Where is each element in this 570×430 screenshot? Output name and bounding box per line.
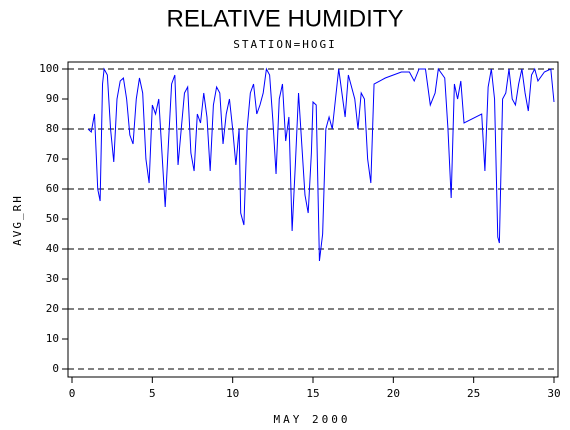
y-axis-label: AVG_RH <box>11 194 24 246</box>
y-tick-label: 80 <box>46 122 59 135</box>
y-tick-label: 90 <box>46 92 59 105</box>
x-tick-label: 15 <box>306 387 319 400</box>
y-tick-label: 70 <box>46 152 59 165</box>
y-tick-label: 100 <box>39 62 59 75</box>
x-tick-label: 20 <box>387 387 400 400</box>
data-line <box>87 67 555 262</box>
y-tick-label: 20 <box>46 302 59 315</box>
x-tick-label: 5 <box>149 387 156 400</box>
y-tick-label: 60 <box>46 182 59 195</box>
x-axis-label: MAY 2000 <box>274 413 351 426</box>
y-tick-label: 10 <box>46 332 59 345</box>
y-tick-label: 30 <box>46 272 59 285</box>
chart-title: RELATIVE HUMIDITY <box>167 5 404 32</box>
x-tick-label: 10 <box>226 387 239 400</box>
x-tick-label: 25 <box>467 387 480 400</box>
y-tick-label: 50 <box>46 212 59 225</box>
y-tick-label: 0 <box>52 362 59 375</box>
x-tick-label: 30 <box>547 387 560 400</box>
y-tick-label: 40 <box>46 242 59 255</box>
chart-subtitle: STATION=HOGI <box>233 38 336 51</box>
x-tick-label: 0 <box>69 387 76 400</box>
